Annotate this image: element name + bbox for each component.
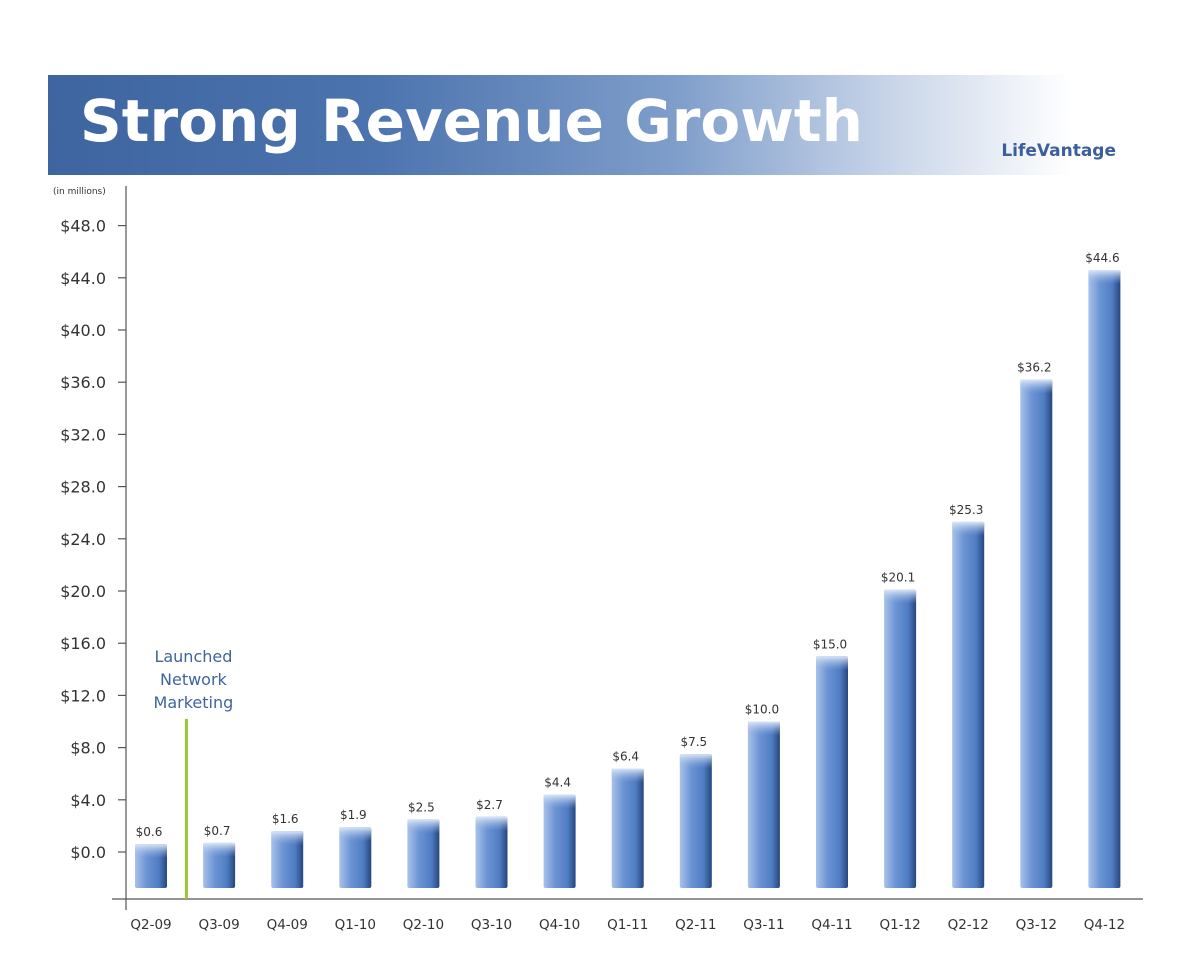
chart-axes bbox=[112, 186, 1143, 910]
bar-highlight bbox=[952, 521, 985, 536]
data-label: $4.4 bbox=[544, 776, 571, 790]
annotation-text-line-1: Launched bbox=[154, 647, 232, 666]
bar-highlight bbox=[271, 831, 304, 846]
x-tick-label: Q2-12 bbox=[948, 917, 989, 933]
data-label: $36.2 bbox=[1017, 361, 1051, 375]
data-labels: $0.6 $0.7 $1.6 $1.9 $2.5 $2.7 $4.4 $6.4 $7.5 $10.… bbox=[136, 251, 1120, 839]
bars bbox=[135, 269, 1121, 889]
bar bbox=[747, 721, 780, 888]
x-tick-label: Q1-11 bbox=[607, 917, 648, 933]
data-label: $20.1 bbox=[881, 571, 915, 585]
bar-highlight bbox=[747, 721, 780, 736]
data-label: $1.9 bbox=[340, 808, 367, 822]
y-tick-label: $48.0 bbox=[60, 217, 106, 236]
bar bbox=[1020, 379, 1053, 888]
bar bbox=[339, 827, 372, 888]
y-tick-label: $44.0 bbox=[60, 269, 106, 288]
y-tick-label: $4.0 bbox=[70, 791, 106, 810]
bar-highlight bbox=[135, 844, 167, 859]
data-label: $0.6 bbox=[136, 825, 163, 839]
x-tick-label: Q3-10 bbox=[471, 917, 512, 933]
data-label: $2.7 bbox=[476, 798, 503, 812]
y-tick-label: $40.0 bbox=[60, 321, 106, 340]
bar-highlight bbox=[407, 819, 440, 834]
x-tick-label: Q4-09 bbox=[267, 917, 308, 933]
bar-highlight bbox=[611, 768, 644, 783]
data-label: $25.3 bbox=[949, 503, 983, 517]
y-tick-label: $24.0 bbox=[60, 530, 106, 549]
y-tick-label: $8.0 bbox=[70, 739, 106, 758]
y-unit-label: (in millions) bbox=[53, 187, 106, 197]
y-tick-label: $28.0 bbox=[60, 478, 106, 497]
bar-highlight bbox=[679, 754, 712, 769]
x-tick-label: Q1-10 bbox=[335, 917, 376, 933]
bar bbox=[1088, 269, 1121, 889]
bar-highlight bbox=[203, 842, 236, 857]
y-tick-label: $32.0 bbox=[60, 425, 106, 444]
x-tick-label: Q4-12 bbox=[1084, 917, 1125, 933]
x-tick-label: Q3-09 bbox=[198, 917, 239, 933]
x-tick-label: Q1-12 bbox=[879, 917, 920, 933]
data-label: $1.6 bbox=[272, 812, 299, 826]
bar bbox=[679, 754, 712, 888]
x-tick-label: Q2-09 bbox=[130, 917, 171, 933]
data-label: $0.7 bbox=[204, 824, 231, 838]
y-tick-label: $0.0 bbox=[70, 843, 106, 862]
bar bbox=[884, 589, 917, 888]
y-tick-label: $20.0 bbox=[60, 582, 106, 601]
bar bbox=[952, 521, 985, 888]
y-tick-label: $12.0 bbox=[60, 686, 106, 705]
bar bbox=[816, 656, 848, 888]
x-tick-label: Q2-10 bbox=[403, 917, 444, 933]
title-banner: Strong Revenue Growth LifeVantage bbox=[48, 75, 1125, 175]
x-tick-label: Q4-11 bbox=[811, 917, 852, 933]
x-tick-label: Q2-11 bbox=[675, 917, 716, 933]
data-label: $10.0 bbox=[745, 703, 779, 717]
x-tick-labels: Q2-09 Q3-09 Q4-09 Q1-10 Q2-10 Q3-10 Q4-10 Q1-11… bbox=[130, 917, 1125, 933]
bar bbox=[407, 819, 440, 888]
annotation-text-line-2: Network bbox=[160, 670, 228, 689]
bar bbox=[271, 831, 304, 888]
y-tick-label: $16.0 bbox=[60, 634, 106, 653]
x-tick-label: Q4-10 bbox=[539, 917, 580, 933]
y-tick-labels: $0.0 $4.0 $8.0 $12.0 $16.0 $20.0 $24.0 $28.0 $32… bbox=[60, 217, 126, 862]
annotation-text-line-3: Marketing bbox=[154, 693, 234, 712]
brand-logo-text: LifeVantage bbox=[1001, 141, 1116, 161]
data-label: $2.5 bbox=[408, 800, 435, 814]
bar-highlight bbox=[543, 794, 576, 809]
bar-highlight bbox=[1020, 379, 1053, 394]
bar-highlight bbox=[884, 589, 917, 604]
data-label: $44.6 bbox=[1085, 251, 1119, 265]
launch-annotation: Launched Network Marketing bbox=[154, 647, 234, 899]
data-label: $7.5 bbox=[680, 735, 707, 749]
bar-highlight bbox=[475, 816, 508, 831]
bar bbox=[475, 816, 508, 888]
bar-highlight bbox=[816, 656, 848, 671]
bar bbox=[543, 794, 576, 888]
x-tick-label: Q3-11 bbox=[743, 917, 784, 933]
data-label: $6.4 bbox=[612, 749, 639, 763]
data-label: $15.0 bbox=[813, 637, 847, 651]
bar-highlight bbox=[339, 827, 372, 842]
bar bbox=[611, 768, 644, 888]
bar-highlight bbox=[1088, 269, 1121, 284]
y-tick-label: $36.0 bbox=[60, 373, 106, 392]
page-title: Strong Revenue Growth bbox=[80, 87, 863, 155]
x-tick-label: Q3-12 bbox=[1016, 917, 1057, 933]
